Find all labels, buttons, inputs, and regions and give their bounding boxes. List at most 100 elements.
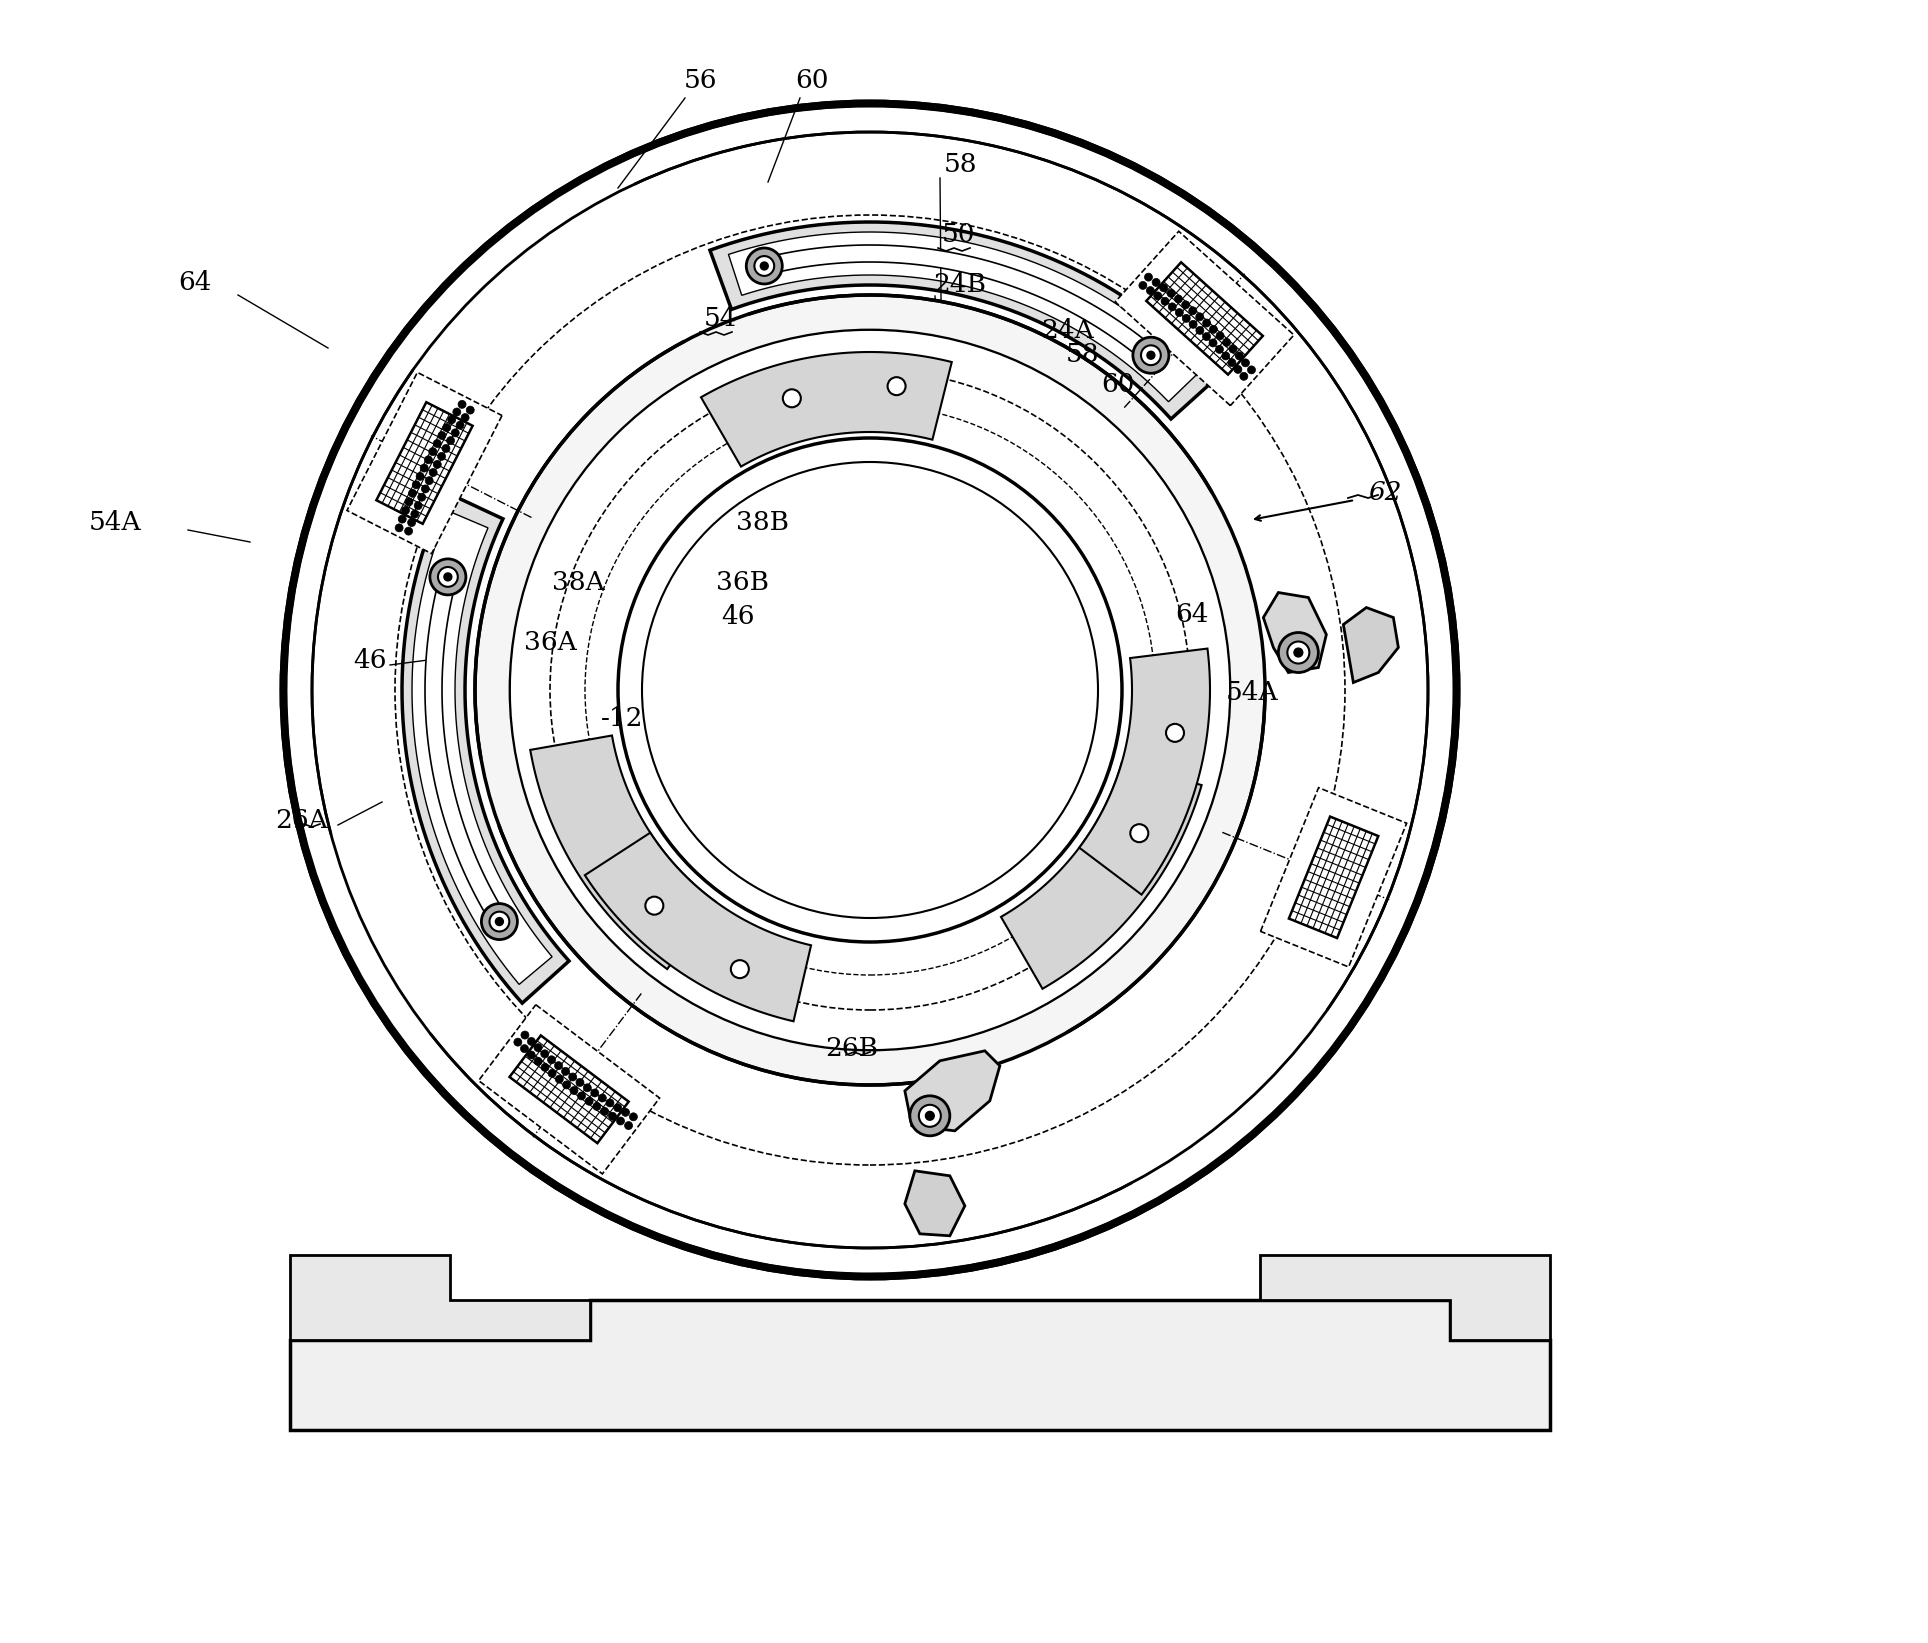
Text: 24A: 24A — [1041, 317, 1095, 342]
Circle shape — [625, 1122, 632, 1129]
Circle shape — [910, 1096, 951, 1135]
Text: 64: 64 — [1176, 603, 1209, 628]
Polygon shape — [478, 1006, 659, 1173]
Polygon shape — [702, 352, 952, 467]
Circle shape — [405, 527, 413, 536]
Circle shape — [416, 473, 424, 480]
Text: 24B: 24B — [933, 273, 987, 297]
Circle shape — [609, 1112, 617, 1121]
Circle shape — [424, 455, 432, 463]
Circle shape — [1153, 292, 1163, 301]
Circle shape — [457, 421, 465, 429]
Circle shape — [521, 1032, 528, 1038]
Circle shape — [1234, 365, 1242, 373]
Circle shape — [1153, 278, 1161, 286]
Polygon shape — [1080, 649, 1211, 895]
Circle shape — [613, 1104, 621, 1112]
Circle shape — [621, 1109, 630, 1116]
Circle shape — [447, 416, 455, 424]
Circle shape — [495, 917, 503, 925]
Circle shape — [1247, 366, 1255, 375]
Circle shape — [590, 1089, 600, 1098]
Circle shape — [1166, 725, 1184, 743]
Circle shape — [399, 516, 407, 522]
Circle shape — [629, 1112, 638, 1121]
Circle shape — [1195, 327, 1203, 335]
Circle shape — [430, 468, 438, 476]
Text: 54: 54 — [704, 306, 736, 330]
Circle shape — [1147, 352, 1155, 360]
Circle shape — [438, 452, 445, 460]
Circle shape — [555, 1061, 563, 1070]
Circle shape — [1182, 301, 1190, 309]
Circle shape — [925, 1111, 935, 1121]
Circle shape — [920, 1104, 941, 1127]
Circle shape — [1203, 319, 1211, 327]
Circle shape — [783, 389, 800, 407]
Circle shape — [1141, 345, 1161, 365]
Circle shape — [401, 506, 409, 514]
Polygon shape — [710, 222, 1218, 419]
Circle shape — [1217, 332, 1224, 340]
Circle shape — [1242, 358, 1249, 366]
Circle shape — [605, 1099, 613, 1107]
Circle shape — [1159, 284, 1168, 292]
Circle shape — [534, 1056, 542, 1065]
Circle shape — [746, 248, 783, 284]
Circle shape — [430, 559, 467, 595]
Text: 58: 58 — [1066, 342, 1099, 368]
Polygon shape — [1261, 1255, 1550, 1341]
Circle shape — [415, 501, 422, 509]
Circle shape — [1145, 273, 1153, 281]
Circle shape — [1228, 358, 1236, 366]
Circle shape — [409, 490, 416, 498]
Text: 64: 64 — [177, 269, 212, 294]
Circle shape — [576, 1078, 584, 1086]
Polygon shape — [904, 1052, 1001, 1130]
Polygon shape — [1147, 263, 1263, 375]
Polygon shape — [424, 567, 507, 925]
Circle shape — [1209, 338, 1217, 347]
Circle shape — [1222, 338, 1230, 347]
Circle shape — [602, 1107, 609, 1116]
Circle shape — [453, 407, 461, 416]
Text: -12: -12 — [602, 705, 644, 731]
Polygon shape — [376, 403, 472, 524]
Circle shape — [281, 102, 1458, 1278]
Circle shape — [426, 476, 434, 485]
Circle shape — [1294, 647, 1303, 657]
Polygon shape — [413, 511, 551, 984]
Circle shape — [443, 424, 451, 432]
Polygon shape — [904, 1171, 964, 1236]
Circle shape — [619, 439, 1122, 941]
Circle shape — [447, 437, 455, 445]
Circle shape — [395, 524, 403, 532]
Circle shape — [459, 401, 467, 409]
Circle shape — [563, 1081, 571, 1089]
Circle shape — [1139, 281, 1147, 289]
Circle shape — [592, 1102, 602, 1111]
Polygon shape — [1001, 762, 1201, 989]
Circle shape — [1209, 325, 1217, 334]
Text: 26A: 26A — [276, 807, 328, 833]
Circle shape — [526, 1052, 536, 1060]
Circle shape — [1278, 633, 1319, 672]
Text: 38B: 38B — [735, 509, 789, 534]
Circle shape — [418, 493, 426, 501]
Circle shape — [548, 1056, 555, 1063]
Circle shape — [528, 1037, 536, 1045]
Polygon shape — [1114, 232, 1294, 406]
Circle shape — [1168, 302, 1176, 311]
Circle shape — [760, 261, 767, 269]
Circle shape — [1190, 307, 1197, 315]
Text: 54A: 54A — [89, 509, 141, 534]
Circle shape — [443, 573, 451, 582]
Circle shape — [542, 1063, 549, 1071]
Circle shape — [1130, 825, 1149, 843]
Circle shape — [555, 1075, 563, 1083]
Circle shape — [422, 485, 430, 493]
Circle shape — [1195, 312, 1203, 320]
Circle shape — [1236, 352, 1244, 360]
Text: 46: 46 — [353, 647, 388, 672]
Circle shape — [515, 1038, 522, 1047]
